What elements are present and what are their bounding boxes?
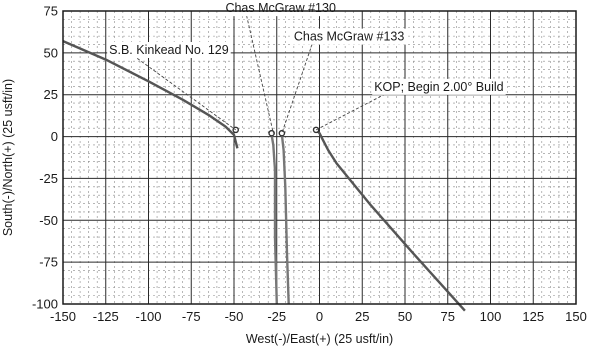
annotation-label: Chas McGraw #133 (294, 30, 405, 44)
well-path-line (270, 134, 278, 305)
x-axis-label: West(-)/East(+) (25 usft/in) (246, 332, 393, 346)
well-paths (62, 39, 466, 312)
y-tick-label: 0 (51, 129, 58, 144)
annotation-leader (245, 10, 274, 134)
well-path-line (315, 129, 466, 312)
plot-frame (62, 10, 577, 305)
x-tick-label: 125 (522, 309, 544, 324)
x-tick-label: 50 (398, 309, 412, 324)
annotation-background (223, 0, 338, 17)
well-path-line (280, 134, 290, 305)
well-marker (278, 129, 286, 137)
y-tick-label: 75 (44, 4, 58, 19)
annotation-label: KOP; Begin 2.00° Build (374, 80, 503, 94)
x-tick-labels: -150 -125 -100 -75 -50 -25 0 25 50 75 100 125 150 (50, 309, 587, 324)
well-markers (232, 126, 320, 137)
x-tick-label: 75 (441, 309, 455, 324)
y-axis-label: South(-)/North(+) (25 usft/in) (1, 79, 15, 236)
well-marker (268, 129, 275, 137)
annotation-label: Chas McGraw #130 (225, 1, 336, 15)
well-path-line (62, 39, 239, 149)
annotations: Chas McGraw #130 S.B. Kinkead No. 129 Chas… (107, 0, 506, 134)
x-tick-label: 25 (355, 309, 369, 324)
x-tick-label: 100 (480, 309, 502, 324)
x-tick-label: 150 (565, 309, 587, 324)
y-tick-label: -50 (39, 213, 58, 228)
x-tick-label: -75 (182, 309, 201, 324)
y-tick-label: 25 (44, 87, 58, 102)
y-tick-label: -25 (39, 171, 58, 186)
y-tick-labels: 75 50 25 0 -25 -50 -75 -100 (32, 4, 58, 312)
annotation-background (107, 42, 231, 59)
x-tick-label: -150 (50, 309, 76, 324)
x-tick-label: -25 (267, 309, 286, 324)
annotation-leader (315, 88, 395, 131)
x-tick-label: -100 (135, 309, 161, 324)
annotation-background (291, 28, 407, 45)
annotation-background (372, 78, 506, 95)
x-tick-label: -50 (225, 309, 244, 324)
x-tick-label: -125 (93, 309, 119, 324)
y-tick-label: 50 (44, 45, 58, 60)
y-tick-label: -75 (39, 255, 58, 270)
y-tick-label: -100 (32, 297, 58, 312)
x-tick-label: 0 (316, 309, 323, 324)
annotation-label: S.B. Kinkead No. 129 (109, 43, 229, 57)
annotation-leader (281, 38, 315, 134)
well-marker (312, 126, 320, 134)
annotation-leader (128, 52, 236, 131)
